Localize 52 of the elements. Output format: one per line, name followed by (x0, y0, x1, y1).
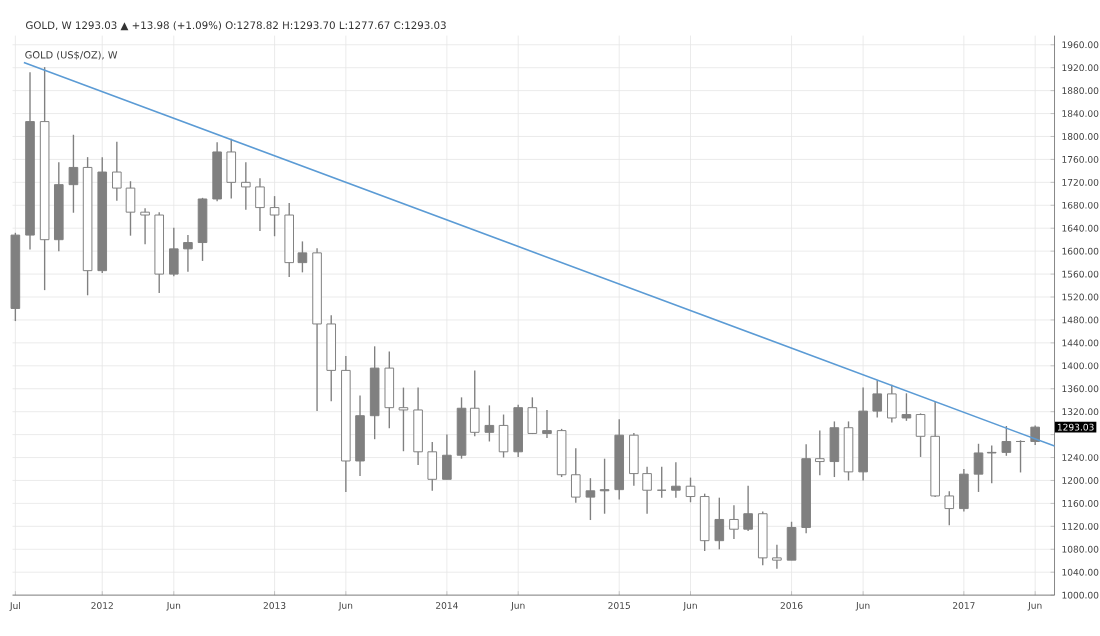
candlestick (671, 461, 681, 499)
candlestick (714, 496, 725, 550)
candlestick (355, 394, 365, 477)
candlestick (384, 350, 395, 429)
candlestick (901, 392, 912, 422)
candlestick (427, 441, 438, 492)
candlestick (872, 379, 883, 418)
candlestick (1001, 425, 1012, 457)
candlestick (527, 396, 538, 435)
candlestick (112, 140, 122, 202)
candlestick (570, 447, 581, 504)
candlestick (772, 543, 782, 570)
candlestick (498, 413, 509, 458)
candlestick (887, 383, 897, 423)
candlestick (556, 427, 567, 478)
candlestick (469, 369, 480, 437)
candlestick (442, 433, 452, 480)
candlestick (169, 226, 179, 277)
candlestick (484, 404, 495, 442)
candlestick (269, 195, 280, 237)
candlestick (915, 412, 926, 458)
candlestick (757, 510, 768, 566)
candlestick (140, 207, 150, 245)
candlestick (255, 177, 265, 232)
candlestick (986, 444, 997, 484)
candlestick (944, 490, 955, 526)
candlestick (599, 457, 610, 515)
candlestick (68, 133, 79, 214)
candlestick (843, 420, 854, 481)
candlestick (369, 345, 380, 440)
candlestick (197, 196, 208, 262)
candlestick (729, 504, 739, 540)
candlestick (743, 484, 753, 532)
candlestick (241, 161, 251, 211)
candlestick (699, 492, 710, 552)
candlestick (685, 476, 696, 503)
candlestick (815, 429, 825, 476)
candlestick (959, 468, 969, 512)
candlestick (456, 396, 467, 460)
candlestick (829, 420, 840, 478)
candlestick (326, 314, 337, 402)
candlestick (973, 442, 984, 493)
candlestick (413, 386, 423, 466)
candlestick (212, 141, 222, 202)
candlestick (398, 386, 409, 452)
candlestick (125, 180, 136, 237)
candlestick (183, 234, 193, 273)
candlestick (786, 520, 797, 561)
candlestick (542, 408, 552, 439)
candlestick (226, 137, 237, 199)
candlestick (513, 403, 523, 458)
candlestick (585, 477, 596, 521)
